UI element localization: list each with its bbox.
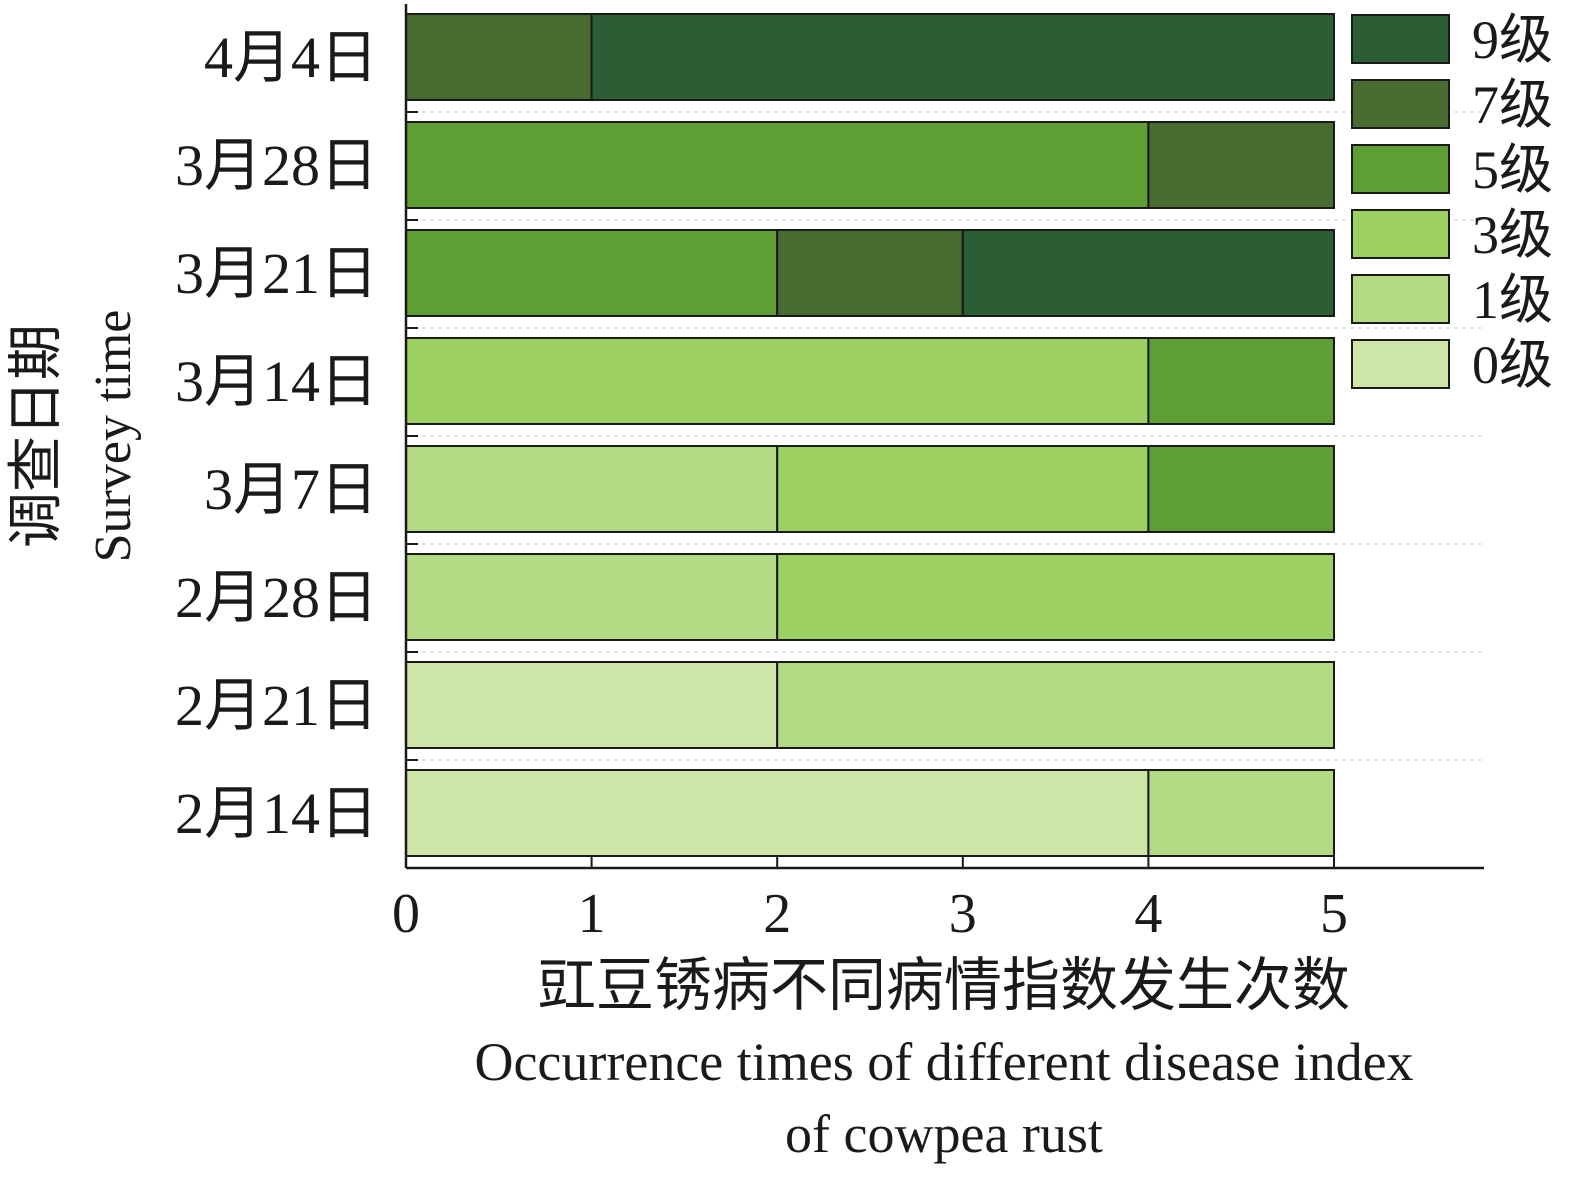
bar-segment xyxy=(776,229,964,317)
y-tick-label: 2月28日 xyxy=(175,565,378,630)
x-tick-label: 0 xyxy=(392,883,420,945)
x-tick-labels: 0 1 2 3 4 5 xyxy=(392,856,1348,945)
bars-layer xyxy=(405,13,1336,857)
y-tick-label: 2月14日 xyxy=(175,781,378,846)
x-tick-label: 5 xyxy=(1320,883,1348,945)
axes-layer xyxy=(404,4,1484,870)
x-axis-label-en-line1: Occurrence times of different disease in… xyxy=(474,1032,1413,1092)
legend-label: 1级 xyxy=(1472,270,1553,330)
bar-segment xyxy=(1147,769,1336,857)
x-tick-label: 4 xyxy=(1134,883,1162,945)
x-tick-label: 2 xyxy=(763,883,791,945)
bar-segment xyxy=(776,445,1150,533)
bar-segment xyxy=(405,13,593,101)
bar-segment xyxy=(405,769,1150,857)
bar-segment xyxy=(405,445,779,533)
legend-label: 0级 xyxy=(1472,335,1553,395)
legend-swatch xyxy=(1351,14,1450,64)
bar-segment xyxy=(405,661,779,749)
bar-segment xyxy=(405,229,779,317)
bar-segment xyxy=(405,337,1150,425)
legend-swatch xyxy=(1351,209,1450,259)
legend-swatch xyxy=(1351,79,1450,129)
bar-segment xyxy=(1147,121,1336,209)
y-axis-label-cn: 调查日期 xyxy=(6,324,68,548)
legend-label: 5级 xyxy=(1472,140,1553,200)
y-tick-labels: 4月4日 3月28日 3月21日 3月14日 3月7日 2月28日 2月21日 2月14日 xyxy=(175,25,378,846)
legend-swatch xyxy=(1351,274,1450,324)
bar-segment xyxy=(1147,445,1336,533)
y-tick-label: 3月7日 xyxy=(204,457,378,522)
legend-label: 3级 xyxy=(1472,205,1553,265)
legend-label: 9级 xyxy=(1472,10,1553,70)
bar-segment xyxy=(961,229,1335,317)
x-axis-label-en-line2: of cowpea rust xyxy=(785,1104,1103,1164)
bar-segment xyxy=(590,13,1335,101)
grid-layer xyxy=(406,111,1484,761)
y-tick-label: 3月14日 xyxy=(175,349,378,414)
legend-swatch xyxy=(1351,339,1450,389)
x-tick-label: 3 xyxy=(949,883,977,945)
bar-segment xyxy=(776,553,1335,641)
y-tick-label: 4月4日 xyxy=(204,25,378,90)
bar-segment xyxy=(776,661,1335,749)
x-axis-label-cn: 豇豆锈病不同病情指数发生次数 xyxy=(538,953,1350,1018)
bar-segment xyxy=(405,553,779,641)
legend-label: 7级 xyxy=(1472,75,1553,135)
y-tick-label: 3月21日 xyxy=(175,241,378,306)
bar-segment xyxy=(1147,337,1336,425)
y-tick-label: 3月28日 xyxy=(175,133,378,198)
legend-swatch xyxy=(1351,144,1450,194)
y-axis-label-en: Survey time xyxy=(85,310,142,563)
x-tick-label: 1 xyxy=(578,883,606,945)
y-tick-label: 2月21日 xyxy=(175,673,378,738)
bar-segment xyxy=(405,121,1150,209)
